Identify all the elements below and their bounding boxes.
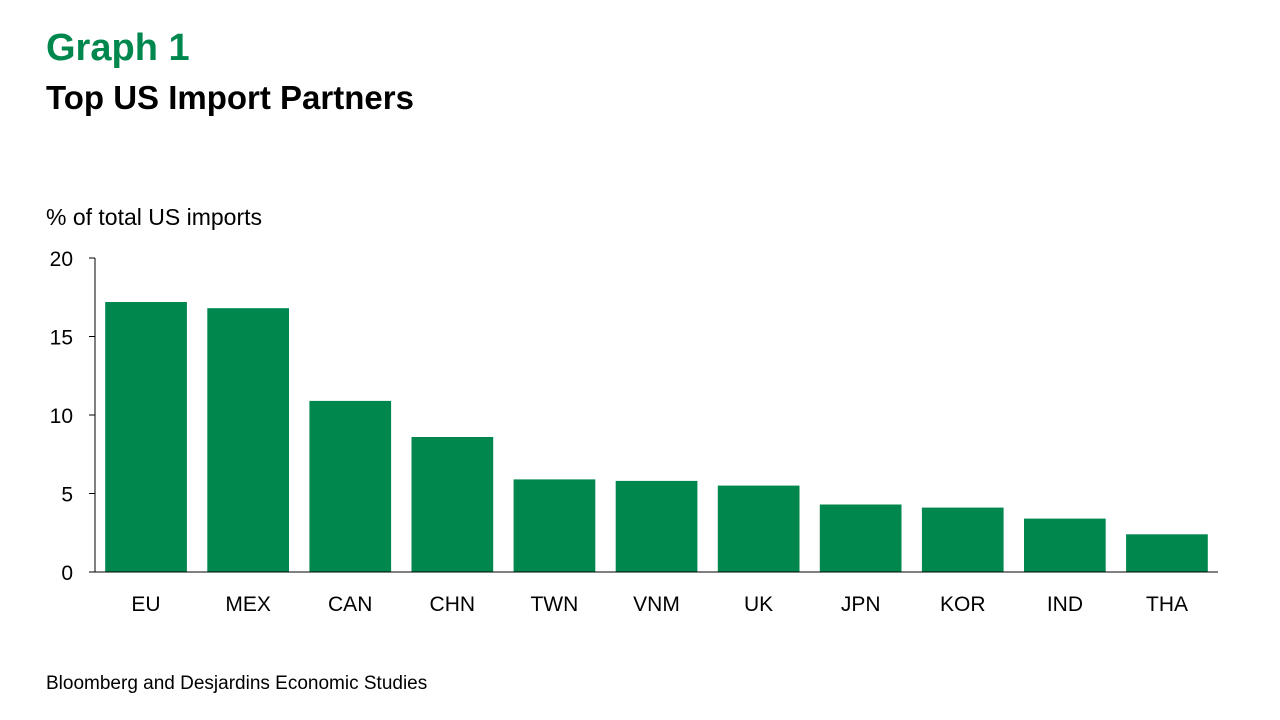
bar-chn	[411, 437, 494, 572]
y-axis: 0 5 10 15 20	[50, 248, 96, 585]
bar-vnm	[615, 480, 698, 572]
bar-kor	[921, 507, 1004, 572]
x-tick-label-chn: CHN	[430, 593, 476, 616]
bar-jpn	[819, 504, 902, 572]
y-axis-unit-label: % of total US imports	[46, 204, 263, 230]
x-tick-label-kor: KOR	[940, 593, 986, 616]
x-tick-label-can: CAN	[328, 593, 372, 616]
y-tick-label: 20	[50, 248, 73, 271]
graph-number-label: Graph 1	[46, 27, 190, 69]
bar-mex	[207, 308, 289, 572]
x-tick-label-ind: IND	[1047, 593, 1083, 616]
x-tick-label-eu: EU	[131, 593, 160, 616]
y-tick-label: 0	[61, 562, 73, 585]
y-tick-label: 15	[50, 327, 73, 350]
y-tick-label: 5	[61, 484, 73, 507]
x-tick-label-tha: THA	[1146, 593, 1188, 616]
x-tick-label-jpn: JPN	[841, 593, 881, 616]
bars-group	[105, 302, 1208, 572]
x-tick-label-uk: UK	[744, 593, 773, 616]
bar-ind	[1024, 518, 1106, 572]
x-axis: EU MEX CAN CHN TWN VNM UK JPN KOR IND THA	[95, 571, 1218, 616]
chart-title: Top US Import Partners	[46, 79, 414, 116]
x-tick-label-mex: MEX	[225, 593, 271, 616]
y-tick-label: 10	[50, 405, 73, 428]
bar-twn	[513, 479, 596, 572]
source-note: Bloomberg and Desjardins Economic Studie…	[46, 673, 428, 694]
bar-tha	[1126, 534, 1208, 572]
x-tick-label-vnm: VNM	[633, 593, 680, 616]
bar-uk	[717, 485, 800, 572]
bar-eu	[105, 302, 187, 572]
x-tick-label-twn: TWN	[530, 593, 578, 616]
bar-can	[309, 400, 392, 572]
